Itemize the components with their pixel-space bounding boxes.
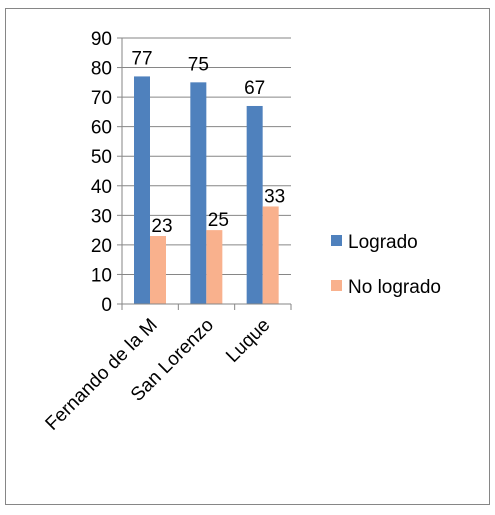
data-label: 23 <box>151 216 172 237</box>
axes <box>121 38 292 310</box>
y-tick-label: 90 <box>91 29 112 50</box>
data-label: 25 <box>208 210 229 231</box>
y-axis-tick-labels: 0 10 20 30 40 50 60 70 80 90 <box>91 29 112 316</box>
y-tick-label: 40 <box>91 177 112 198</box>
legend-swatch <box>331 235 342 246</box>
bar-logrado <box>190 82 207 304</box>
y-tick-label: 30 <box>91 206 112 227</box>
data-label: 33 <box>264 186 285 207</box>
y-tick-label: 0 <box>101 295 112 316</box>
data-label: 77 <box>131 48 152 69</box>
data-label: 67 <box>244 78 265 99</box>
bar-no-logrado <box>206 230 223 304</box>
y-tick-label: 70 <box>91 88 112 109</box>
bar-logrado <box>134 76 150 304</box>
y-tick-label: 60 <box>91 118 112 139</box>
legend-label: No logrado <box>348 277 441 298</box>
y-tick-label: 80 <box>91 59 112 80</box>
data-labels: 77 75 67 23 25 33 <box>131 48 285 237</box>
y-tick-label: 50 <box>91 147 112 168</box>
legend-label: Logrado <box>348 232 418 253</box>
legend-swatch <box>331 280 342 291</box>
y-tick-label: 20 <box>91 236 112 257</box>
data-label: 75 <box>188 54 209 75</box>
bar-logrado <box>246 105 263 304</box>
bar-no-logrado <box>262 206 279 304</box>
legend: Logrado No logrado <box>331 232 441 298</box>
bars <box>134 76 279 304</box>
y-tick-label: 10 <box>91 265 112 286</box>
bar-no-logrado <box>150 236 166 304</box>
